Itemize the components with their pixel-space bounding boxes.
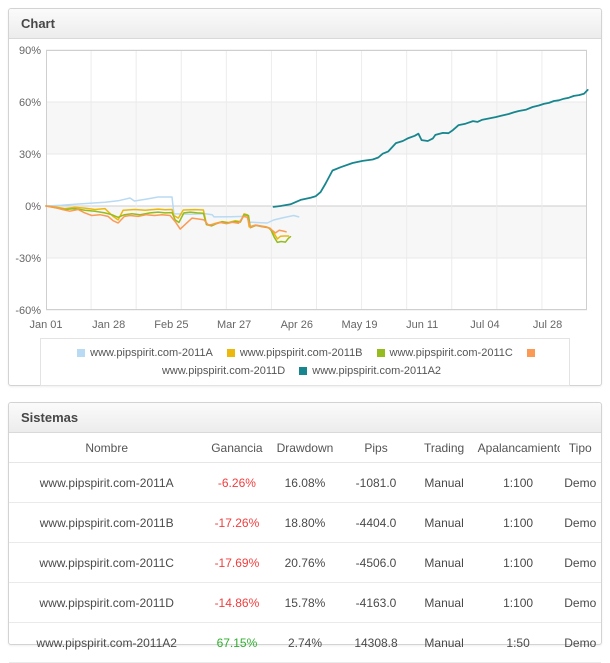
systems-panel-header: Sistemas <box>9 403 601 433</box>
legend-label: www.pipspirit.com-2011C <box>389 347 513 359</box>
legend-item: www.pipspirit.com-2011D <box>162 347 540 377</box>
cell-apalancamiento: 1:50 <box>476 622 560 663</box>
table-row[interactable]: www.pipspirit.com-2011C -17.69% 20.76% -450… <box>9 542 601 583</box>
legend-item: www.pipspirit.com-2011B <box>226 347 363 359</box>
systems-table-header-row: Nombre Ganancia Drawdown Pips Trading Apalanc… <box>9 433 601 463</box>
chart-body: 90% 60% 30% 0% -30% -60% Jan 01 Jan 28 Feb 25 Mar… <box>9 39 601 386</box>
cell-nombre: www.pipspirit.com-2011D <box>9 582 205 623</box>
cell-pips: 14308.8 <box>340 622 412 663</box>
cell-trading: Manual <box>411 502 477 543</box>
systems-table: Nombre Ganancia Drawdown Pips Trading Apalanc… <box>9 433 601 663</box>
x-tick-label: May 19 <box>341 319 377 331</box>
plot-border <box>46 50 587 310</box>
cell-tipo: Demo <box>559 462 601 503</box>
series-line-4 <box>45 205 287 234</box>
column-header-ganancia: Ganancia <box>204 433 270 463</box>
legend-label: www.pipspirit.com-2011B <box>239 347 363 359</box>
column-header-apalancamiento: Apalancamiento <box>476 433 560 463</box>
y-tick-label: 30% <box>19 149 41 161</box>
cell-apalancamiento: 1:100 <box>476 582 560 623</box>
cell-nombre: www.pipspirit.com-2011A <box>9 462 205 503</box>
column-header-trading: Trading <box>411 433 477 463</box>
x-tick-label: Feb 25 <box>154 319 188 331</box>
cell-trading: Manual <box>411 582 477 623</box>
cell-apalancamiento: 1:100 <box>476 542 560 583</box>
cell-drawdown: 20.76% <box>269 542 341 583</box>
cell-trading: Manual <box>411 622 477 663</box>
table-row[interactable]: www.pipspirit.com-2011A2 67.15% 2.74% 14308… <box>9 622 601 663</box>
legend-swatch-icon <box>299 367 308 375</box>
x-tick-label: Jun 11 <box>406 319 438 331</box>
chart-panel: Chart 90% 60% 30% 0% -30% -60% Jan 01 Jan 28 Feb… <box>8 8 602 386</box>
cell-drawdown: 18.80% <box>269 502 341 543</box>
cell-nombre: www.pipspirit.com-2011B <box>9 502 205 543</box>
x-tick-label: Mar 27 <box>217 319 251 331</box>
legend-item: www.pipspirit.com-2011A2 <box>299 365 441 377</box>
column-header-pips: Pips <box>340 433 412 463</box>
legend-label: www.pipspirit.com-2011D <box>161 365 286 377</box>
y-tick-label: 90% <box>19 45 41 57</box>
column-header-drawdown: Drawdown <box>269 433 341 463</box>
legend-swatch-icon <box>226 349 235 357</box>
y-tick-label: -60% <box>15 305 41 317</box>
cell-ganancia: -17.26% <box>204 502 270 543</box>
cell-pips: -4506.0 <box>340 542 412 583</box>
cell-ganancia: -6.26% <box>204 462 270 503</box>
legend-label: www.pipspirit.com-2011A2 <box>312 365 442 377</box>
legend-item: www.pipspirit.com-2011A <box>77 347 213 359</box>
chart-panel-header: Chart <box>9 9 601 39</box>
legend-label: www.pipspirit.com-2011A <box>90 347 213 359</box>
y-tick-label: 60% <box>19 97 41 109</box>
cell-ganancia: -14.86% <box>204 582 270 623</box>
x-tick-label: Jan 01 <box>29 319 62 331</box>
column-header-tipo: Tipo <box>559 433 601 463</box>
series-line-1 <box>45 196 300 224</box>
legend-swatch-icon <box>376 349 385 357</box>
cell-ganancia: -17.69% <box>204 542 270 583</box>
cell-drawdown: 2.74% <box>269 622 341 663</box>
cell-tipo: Demo <box>559 502 601 543</box>
chart-legend: www.pipspirit.com-2011A www.pipspirit.com… <box>40 338 570 386</box>
cell-tipo: Demo <box>559 582 601 623</box>
x-tick-label: Jul 28 <box>533 319 562 331</box>
x-tick-label: Jan 28 <box>92 319 125 331</box>
column-header-nombre: Nombre <box>9 433 205 463</box>
table-row[interactable]: www.pipspirit.com-2011D -14.86% 15.78% -416… <box>9 582 601 623</box>
cell-nombre: www.pipspirit.com-2011C <box>9 542 205 583</box>
cell-tipo: Demo <box>559 542 601 583</box>
y-tick-label: -30% <box>15 253 41 265</box>
cell-drawdown: 15.78% <box>269 582 341 623</box>
page: { "chart_panel": { "title": "Chart" }, "… <box>8 8 602 663</box>
cell-pips: -1081.0 <box>340 462 412 503</box>
table-row[interactable]: www.pipspirit.com-2011B -17.26% 18.80% -440… <box>9 502 601 543</box>
cell-trading: Manual <box>411 462 477 503</box>
legend-swatch-icon <box>526 349 535 357</box>
performance-chart[interactable]: 90% 60% 30% 0% -30% -60% Jan 01 Jan 28 Feb 25 Mar… <box>9 40 599 336</box>
cell-apalancamiento: 1:100 <box>476 502 560 543</box>
x-tick-label: Jul 04 <box>470 319 499 331</box>
table-row[interactable]: www.pipspirit.com-2011A -6.26% 16.08% -1081… <box>9 462 601 503</box>
cell-nombre: www.pipspirit.com-2011A2 <box>9 622 205 663</box>
legend-item: www.pipspirit.com-2011C <box>376 347 513 359</box>
cell-apalancamiento: 1:100 <box>476 462 560 503</box>
y-tick-label: 0% <box>25 201 41 213</box>
x-tick-label: Apr 26 <box>281 319 313 331</box>
cell-pips: -4404.0 <box>340 502 412 543</box>
series-line-5 <box>272 89 589 208</box>
cell-trading: Manual <box>411 542 477 583</box>
systems-panel-title: Sistemas <box>21 410 79 425</box>
cell-ganancia: 67.15% <box>204 622 270 663</box>
chart-panel-title: Chart <box>21 16 55 31</box>
cell-drawdown: 16.08% <box>269 462 341 503</box>
cell-tipo: Demo <box>559 622 601 663</box>
systems-panel: Sistemas Nombre Ganancia Drawdown Pips Tradi… <box>8 402 602 663</box>
legend-swatch-icon <box>77 349 86 357</box>
cell-pips: -4163.0 <box>340 582 412 623</box>
